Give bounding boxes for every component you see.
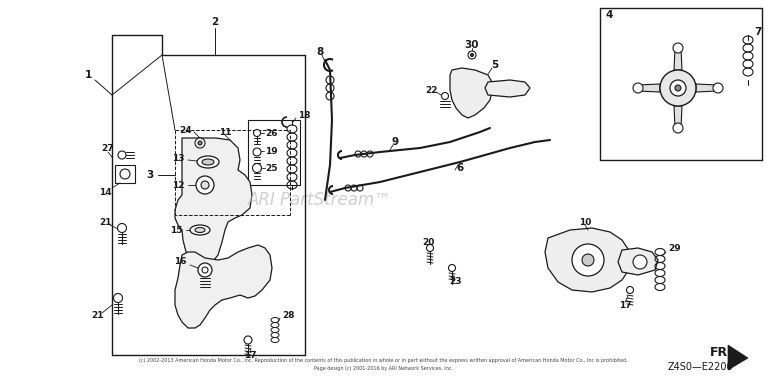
Circle shape <box>673 43 683 53</box>
Text: 14: 14 <box>98 188 111 196</box>
Circle shape <box>673 123 683 133</box>
Ellipse shape <box>197 156 219 168</box>
Text: 11: 11 <box>219 128 231 136</box>
Circle shape <box>471 54 474 57</box>
Circle shape <box>627 286 634 293</box>
Text: 15: 15 <box>170 226 183 234</box>
Circle shape <box>198 263 212 277</box>
Text: 28: 28 <box>282 311 294 319</box>
Circle shape <box>120 169 130 179</box>
Text: Z4S0—E2200: Z4S0—E2200 <box>667 362 733 372</box>
Circle shape <box>253 129 260 136</box>
Circle shape <box>114 293 123 303</box>
Text: 7: 7 <box>754 27 762 37</box>
Text: 30: 30 <box>465 40 479 50</box>
Text: 5: 5 <box>492 60 498 70</box>
Circle shape <box>442 93 449 100</box>
Circle shape <box>195 138 205 148</box>
Circle shape <box>198 141 202 145</box>
Bar <box>115 165 135 183</box>
Circle shape <box>660 70 696 106</box>
Polygon shape <box>545 228 630 292</box>
Text: 1: 1 <box>84 70 91 80</box>
Polygon shape <box>638 84 660 92</box>
Circle shape <box>253 148 261 156</box>
Text: 22: 22 <box>425 85 439 95</box>
Circle shape <box>244 336 252 344</box>
Polygon shape <box>175 138 252 272</box>
Circle shape <box>426 244 433 252</box>
Text: 29: 29 <box>668 244 680 252</box>
Circle shape <box>202 267 208 273</box>
Text: 20: 20 <box>422 237 434 247</box>
Text: 17: 17 <box>619 301 631 309</box>
Polygon shape <box>618 248 658 275</box>
Circle shape <box>449 265 455 272</box>
Circle shape <box>633 255 647 269</box>
Ellipse shape <box>195 228 205 232</box>
Text: 21: 21 <box>99 218 111 226</box>
Text: 2: 2 <box>211 17 219 27</box>
Circle shape <box>118 224 127 232</box>
Text: 6: 6 <box>456 163 464 173</box>
Text: 24: 24 <box>180 126 192 134</box>
Text: 17: 17 <box>243 350 257 360</box>
Circle shape <box>582 254 594 266</box>
Polygon shape <box>450 68 492 118</box>
Polygon shape <box>485 80 530 97</box>
Text: 8: 8 <box>316 47 323 57</box>
Text: FR.: FR. <box>710 345 733 358</box>
Text: 9: 9 <box>392 137 399 147</box>
Text: 10: 10 <box>579 218 591 226</box>
Circle shape <box>572 244 604 276</box>
Text: 16: 16 <box>174 257 187 267</box>
Polygon shape <box>674 48 682 70</box>
Text: 18: 18 <box>298 111 310 119</box>
Polygon shape <box>696 84 718 92</box>
Text: 4: 4 <box>605 10 612 20</box>
Text: 12: 12 <box>173 180 185 190</box>
Text: 26: 26 <box>265 129 277 137</box>
Text: Page design (c) 2001-2016 by ARI Network Services, Inc.: Page design (c) 2001-2016 by ARI Network… <box>313 366 452 371</box>
Ellipse shape <box>202 159 214 165</box>
Polygon shape <box>674 106 682 128</box>
Circle shape <box>633 83 643 93</box>
Circle shape <box>675 85 681 91</box>
Circle shape <box>201 181 209 189</box>
Polygon shape <box>728 345 748 370</box>
Circle shape <box>118 151 126 159</box>
Circle shape <box>196 176 214 194</box>
Text: 25: 25 <box>265 164 277 172</box>
Circle shape <box>670 80 686 96</box>
Text: 27: 27 <box>101 144 114 152</box>
Text: (c) 2002-2013 American Honda Motor Co., Inc. Reproduction of the contents of thi: (c) 2002-2013 American Honda Motor Co., … <box>139 358 627 363</box>
Circle shape <box>253 164 261 172</box>
Text: 23: 23 <box>449 278 462 286</box>
Text: 21: 21 <box>91 311 104 319</box>
Circle shape <box>468 51 476 59</box>
Ellipse shape <box>190 225 210 235</box>
Circle shape <box>713 83 723 93</box>
Polygon shape <box>175 245 272 328</box>
Text: ARI PartStream™: ARI PartStream™ <box>248 191 392 209</box>
Text: 19: 19 <box>265 147 277 155</box>
Text: 3: 3 <box>147 170 154 180</box>
Bar <box>248 120 300 185</box>
Text: 13: 13 <box>173 154 185 162</box>
